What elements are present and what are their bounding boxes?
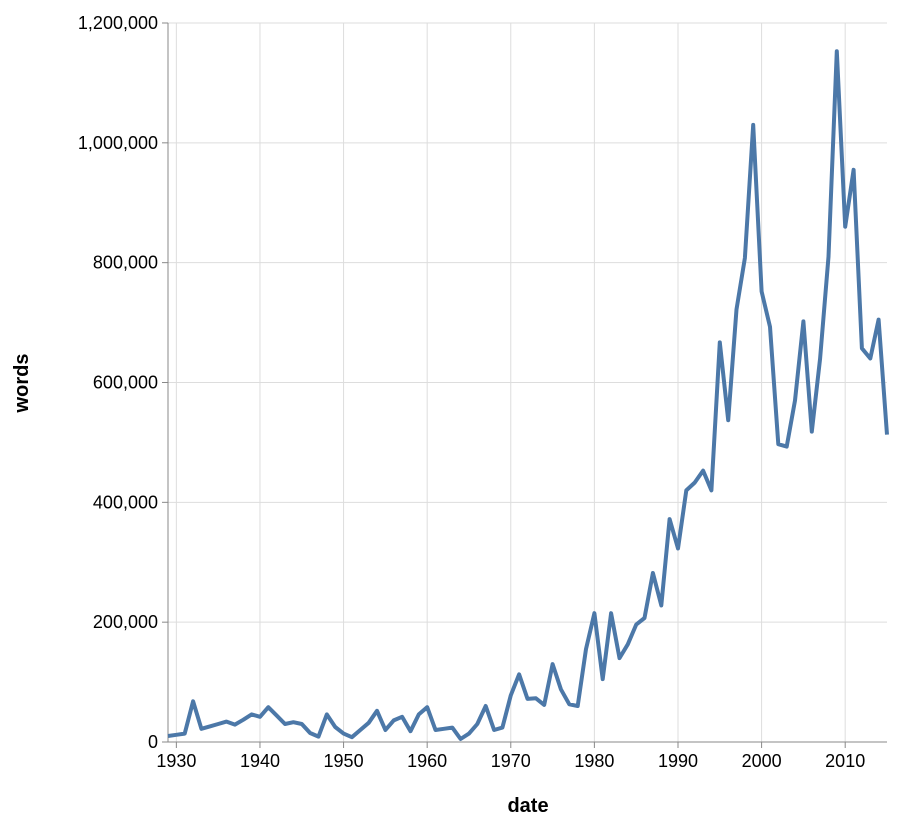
x-tick-label: 1980: [574, 751, 614, 771]
x-tick-label: 1940: [240, 751, 280, 771]
x-axis-label: date: [507, 795, 548, 817]
x-tick-label: 1950: [324, 751, 364, 771]
x-tick-label: 1990: [658, 751, 698, 771]
y-axis-label: words: [11, 354, 33, 414]
data-line: [167, 49, 889, 741]
x-tick-label: 1960: [407, 751, 447, 771]
x-tick-label: 2000: [742, 751, 782, 771]
y-tick-label: 1,000,000: [78, 133, 158, 153]
y-tick-label: 0: [148, 732, 158, 752]
y-tick-label: 400,000: [93, 492, 158, 512]
y-tick-label: 800,000: [93, 253, 158, 273]
x-tick-label: 1930: [156, 751, 196, 771]
x-tick-label: 1970: [491, 751, 531, 771]
y-tick-label: 1,200,000: [78, 13, 158, 33]
y-tick-label: 600,000: [93, 373, 158, 393]
x-tick-label: 2010: [825, 751, 865, 771]
y-tick-label: 200,000: [93, 612, 158, 632]
